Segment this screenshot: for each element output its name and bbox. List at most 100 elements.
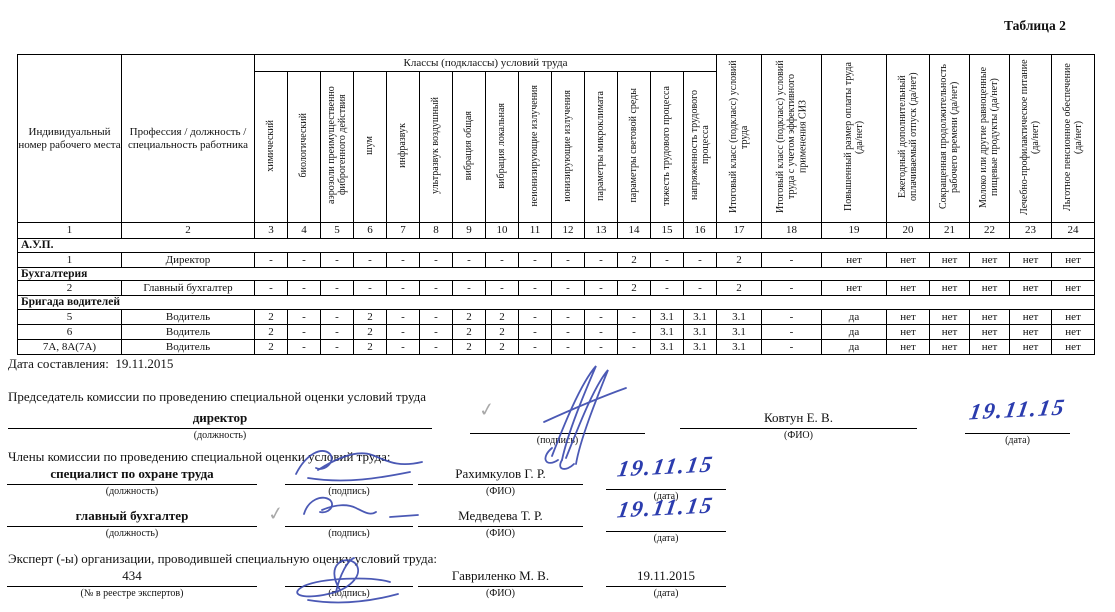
page-title: Таблица 2: [1004, 18, 1066, 33]
header-col-24: Льготное пенсионное обеспечение (да/нет): [1051, 54, 1095, 223]
check-icon: ✓: [266, 501, 286, 527]
value-cell: нет: [929, 308, 970, 325]
date-caption: (дата): [653, 588, 679, 599]
value-cell: 2: [716, 251, 762, 268]
value-cell: 2: [353, 323, 387, 340]
value-cell: нет: [821, 280, 887, 297]
member1-name-field: Рахимкулов Г. Р. (ФИО): [418, 464, 583, 497]
members-section-label: Члены комиссии по проведению специальной…: [8, 449, 391, 464]
expert-signature-field: (подпись): [285, 566, 413, 599]
value-cell: -: [761, 338, 822, 355]
value-cell: нет: [886, 251, 930, 268]
value-cell: -: [419, 308, 453, 325]
value-cell: нет: [821, 251, 887, 268]
column-number-cell: 10: [485, 222, 519, 239]
header-col-9: вибрация общая: [452, 71, 486, 223]
table-row: 1 Директор - - - - - - - - - - -2- -2- нет нет нет нет нет…: [17, 251, 1095, 268]
header-col-24-label: Льготное пенсионное обеспечение (да/нет): [1061, 63, 1084, 211]
value-cell: -: [617, 338, 651, 355]
value-cell: нет: [1009, 308, 1052, 325]
value-cell: -: [584, 280, 618, 297]
chairman-position-field: директор (должность): [8, 408, 432, 441]
value-cell: нет: [886, 338, 930, 355]
member2-name-value: Медведева Т. Р.: [418, 506, 583, 527]
value-cell: нет: [1009, 323, 1052, 340]
value-cell: -: [584, 308, 618, 325]
value-cell: 2: [452, 308, 486, 325]
chairman-section-label: Председатель комиссии по проведению спец…: [8, 389, 427, 404]
table-row: 5 Водитель 2- -2- -2 2- - - -3.1 3.1 3.1- да нет нет н…: [17, 308, 1095, 325]
workplace-number-cell: 2: [17, 280, 122, 297]
column-number-cell: 24: [1051, 222, 1095, 239]
value-cell: нет: [886, 323, 930, 340]
expert-date-field: 19.11.2015 (дата): [606, 566, 726, 599]
header-col-7-label: инфразвук: [397, 123, 409, 168]
value-cell: нет: [969, 308, 1010, 325]
date-caption: (дата): [653, 491, 679, 502]
value-cell: 3.1: [650, 338, 684, 355]
value-cell: 2: [485, 338, 519, 355]
column-number-cell: 15: [650, 222, 684, 239]
value-cell: 2: [254, 323, 288, 340]
name-caption: (ФИО): [485, 486, 515, 497]
column-number-cell: 12: [551, 222, 585, 239]
column-number-cell: 4: [287, 222, 321, 239]
column-number-cell: 11: [518, 222, 552, 239]
value-cell: -: [518, 280, 552, 297]
value-cell: -: [551, 338, 585, 355]
header-col-5: аэрозоли преимущественно фиброгенного де…: [320, 71, 354, 223]
value-cell: нет: [969, 251, 1010, 268]
value-cell: -: [584, 323, 618, 340]
group-row: Бухгалтерия: [17, 266, 1095, 282]
date-caption: (дата): [1005, 435, 1030, 446]
value-cell: -: [485, 280, 519, 297]
value-cell: -: [386, 338, 420, 355]
value-cell: нет: [929, 338, 970, 355]
header-col-20-label: Ежегодный дополнительный оплачиваемый от…: [896, 72, 919, 202]
value-cell: -: [683, 251, 717, 268]
value-cell: -: [452, 280, 486, 297]
column-number-cell: 20: [886, 222, 930, 239]
value-cell: 3.1: [650, 323, 684, 340]
value-cell: нет: [1009, 280, 1052, 297]
value-cell: -: [617, 308, 651, 325]
value-cell: -: [761, 280, 822, 297]
chairman-date-field: 19.11.15 (дата): [965, 395, 1070, 446]
value-cell: -: [617, 323, 651, 340]
name-caption: (ФИО): [485, 588, 515, 599]
value-cell: -: [320, 251, 354, 268]
value-cell: 2: [452, 323, 486, 340]
value-cell: 3.1: [683, 323, 717, 340]
value-cell: 2: [254, 338, 288, 355]
value-cell: 3.1: [650, 308, 684, 325]
header-col-21: Сокращенная продолжительность рабочего в…: [929, 54, 970, 223]
header-profession: Профессия / должность / специальность ра…: [121, 54, 255, 223]
header-col-19: Повышенный размер оплаты труда (да/нет): [821, 54, 887, 223]
header-col-19-label: Повышенный размер оплаты труда (да/нет): [842, 62, 865, 212]
header-col-5-label: аэрозоли преимущественно фиброгенного де…: [325, 86, 348, 205]
value-cell: -: [254, 280, 288, 297]
profession-cell: Директор: [121, 251, 255, 268]
value-cell: нет: [969, 323, 1010, 340]
expert-name-value: Гавриленко М. В.: [418, 566, 583, 587]
column-number-cell: 21: [929, 222, 970, 239]
value-cell: да: [821, 323, 887, 340]
profession-cell: Главный бухгалтер: [121, 280, 255, 297]
value-cell: да: [821, 308, 887, 325]
group-row: Бригада водителей: [17, 295, 1095, 310]
value-cell: -: [419, 338, 453, 355]
column-number-cell: 3: [254, 222, 288, 239]
value-cell: -: [320, 308, 354, 325]
value-cell: нет: [969, 338, 1010, 355]
value-cell: 3.1: [716, 338, 762, 355]
table-row: 2 Главный бухгалтер - - - - - - - - - - -2- -2- нет нет…: [17, 280, 1095, 297]
column-number-cell: 14: [617, 222, 651, 239]
member2-signature-field: (подпись): [285, 506, 413, 539]
header-col-17-label: Итоговый класс (подкласс) условий труда: [727, 60, 750, 214]
header-col-15: тяжесть трудового процесса: [650, 71, 684, 223]
table-row: 7А, 8А(7А) Водитель 2- -2- -2 2- - - -3.1 3.1 3.1-…: [17, 338, 1095, 355]
member1-date-value: 19.11.15: [606, 452, 726, 490]
column-number-cell: 13: [584, 222, 618, 239]
signature-caption: (подпись): [328, 528, 370, 539]
value-cell: нет: [929, 323, 970, 340]
